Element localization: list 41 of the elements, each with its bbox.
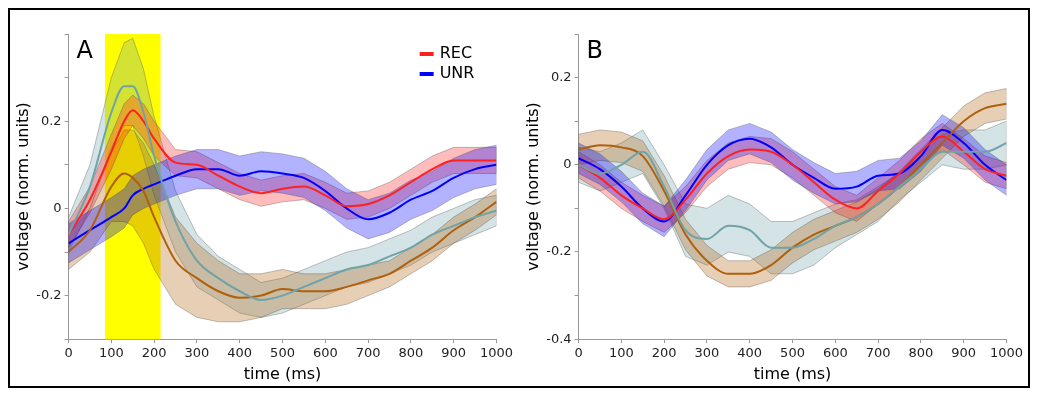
x-tick-label: 900 [951, 345, 977, 361]
legend-label: REC [439, 43, 473, 63]
x-tick-label: 500 [780, 345, 805, 361]
x-tick-label: 1000 [479, 345, 513, 361]
x-tick-label: 600 [312, 345, 338, 361]
y-tick-label: -0.2 [36, 286, 62, 302]
legend-label: UNR [439, 63, 475, 83]
x-tick-label: 600 [822, 345, 848, 361]
x-tick-label: 300 [184, 345, 210, 361]
x-tick-label: 900 [441, 345, 467, 361]
x-tick-label: 0 [574, 345, 583, 361]
x-tick-label: 300 [694, 345, 720, 361]
x-axis-title: time (ms) [243, 363, 322, 383]
x-axis-title: time (ms) [753, 363, 832, 383]
x-tick-label: 200 [141, 345, 167, 361]
x-tick-label: 500 [270, 345, 295, 361]
y-tick-label: 0.2 [40, 112, 62, 128]
x-tick-label: 400 [227, 345, 253, 361]
x-tick-label: 800 [908, 345, 934, 361]
x-tick-label: 700 [865, 345, 891, 361]
y-axis-title: voltage (norm. units) [522, 102, 542, 271]
y-tick-label: -0.2 [546, 243, 572, 259]
x-tick-label: 400 [737, 345, 763, 361]
y-tick-label: -0.4 [546, 330, 572, 346]
line-series [68, 172, 497, 299]
x-tick-label: 1000 [989, 345, 1023, 361]
x-tick-label: 0 [64, 345, 73, 361]
y-tick-label: 0.2 [550, 68, 572, 84]
x-tick-label: 200 [651, 345, 677, 361]
x-tick-label: 800 [398, 345, 424, 361]
y-tick-label: 0 [563, 156, 572, 172]
line-series [68, 163, 497, 245]
chart-title: B [586, 36, 604, 65]
y-axis-title: voltage (norm. units) [12, 102, 32, 271]
y-tick-label: 0 [53, 199, 62, 215]
x-tick-label: 100 [98, 345, 124, 361]
line-series [68, 85, 497, 301]
x-tick-label: 100 [608, 345, 634, 361]
chart-title: A [76, 36, 94, 65]
x-tick-label: 700 [355, 345, 381, 361]
line-series [578, 142, 1007, 249]
